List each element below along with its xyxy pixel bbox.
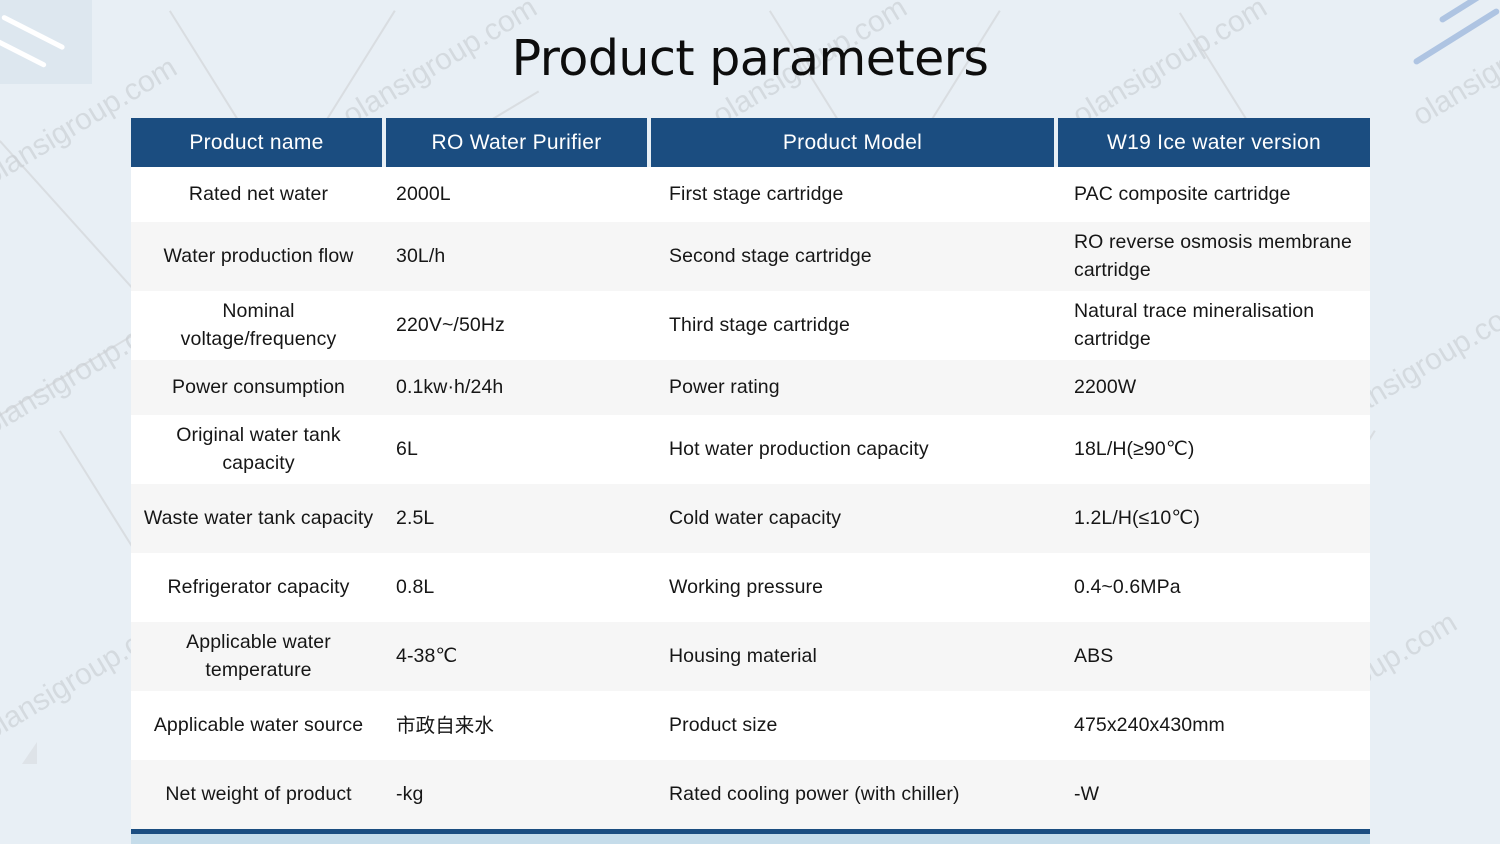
watermark-triangle (22, 742, 37, 764)
table-row: Waste water tank capacity 2.5L Cold water … (131, 484, 1370, 553)
row-label-left: Applicable water source (153, 713, 364, 736)
row-value-left: 4-38℃ (396, 644, 458, 667)
header-cell-product-value: RO Water Purifier (386, 118, 647, 167)
table-row: Rated net water 2000L First stage cartridg… (131, 167, 1370, 222)
row-value-right: 18L/H(≥90℃) (1074, 437, 1195, 460)
row-value-left: 0.1kw·h/24h (396, 375, 504, 398)
row-label-right: Product size (669, 713, 778, 736)
row-value-left: 2000L (396, 182, 451, 205)
row-value-left: 30L/h (396, 244, 446, 267)
header-cell-product-model: Product Model (651, 118, 1054, 167)
table-row: Power consumption 0.1kw·h/24h Power rating… (131, 360, 1370, 415)
row-label-right: Rated cooling power (with chiller) (669, 782, 960, 805)
table-footer-band (131, 834, 1370, 844)
row-label-right: Power rating (669, 375, 780, 398)
row-value-right: 1.2L/H(≤10℃) (1074, 506, 1200, 529)
table-row: Applicable water source 市政自来水 Product size… (131, 691, 1370, 760)
table-row: Nominal voltage/frequency 220V~/50Hz Third… (131, 291, 1370, 360)
row-label-left: Nominal voltage/frequency (180, 299, 337, 350)
row-label-left: Power consumption (172, 375, 345, 398)
row-label-right: First stage cartridge (669, 182, 844, 205)
row-value-right: -W (1074, 782, 1100, 805)
row-label-left: Waste water tank capacity (143, 506, 374, 529)
row-value-left: -kg (396, 782, 424, 805)
row-value-left: 市政自来水 (396, 713, 495, 737)
row-label-right: Second stage cartridge (669, 244, 872, 267)
row-label-left: Water production flow (163, 244, 354, 267)
row-label-left: Rated net water (188, 182, 329, 205)
row-label-left: Net weight of product (165, 782, 352, 805)
row-value-left: 2.5L (396, 506, 435, 529)
table-row: Original water tank capacity 6L Hot water … (131, 415, 1370, 484)
product-parameters-table: Product name RO Water Purifier Product M… (131, 118, 1370, 844)
table-row: Refrigerator capacity 0.8L Working pressur… (131, 553, 1370, 622)
page-title: Product parameters (511, 30, 989, 87)
table-header-row: Product name RO Water Purifier Product M… (131, 118, 1370, 167)
row-value-left: 6L (396, 437, 418, 460)
row-label-right: Housing material (669, 644, 817, 667)
top-right-stripe-decoration (1438, 0, 1498, 24)
table-row: Net weight of product -kg Rated cooling po… (131, 760, 1370, 829)
row-value-right: ABS (1074, 644, 1114, 667)
row-value-right: PAC composite cartridge (1074, 182, 1291, 205)
row-label-right: Cold water capacity (669, 506, 842, 529)
table-body: Rated net water 2000L First stage cartridg… (131, 167, 1370, 829)
row-label-right: Third stage cartridge (669, 313, 850, 336)
table-bottom-rule (131, 829, 1370, 834)
row-label-left: Refrigerator capacity (167, 575, 350, 598)
table-row: Applicable water temperature 4-38℃ Housing… (131, 622, 1370, 691)
row-label-right: Working pressure (669, 575, 824, 598)
row-value-right: 2200W (1074, 375, 1137, 398)
row-label-right: Hot water production capacity (669, 437, 929, 460)
row-label-left: Applicable water temperature (186, 630, 331, 681)
row-value-left: 220V~/50Hz (396, 313, 505, 336)
row-value-right: 475x240x430mm (1074, 713, 1225, 736)
row-value-left: 0.8L (396, 575, 435, 598)
row-value-right: RO reverse osmosis membrane cartridge (1074, 230, 1352, 281)
row-value-right: Natural trace mineralisation cartridge (1074, 299, 1315, 350)
header-cell-model-value: W19 Ice water version (1058, 118, 1370, 167)
row-value-right: 0.4~0.6MPa (1074, 575, 1181, 598)
table-row: Water production flow 30L/h Second stage c… (131, 222, 1370, 291)
header-cell-product-name: Product name (131, 118, 382, 167)
row-label-left: Original water tank capacity (176, 423, 341, 474)
